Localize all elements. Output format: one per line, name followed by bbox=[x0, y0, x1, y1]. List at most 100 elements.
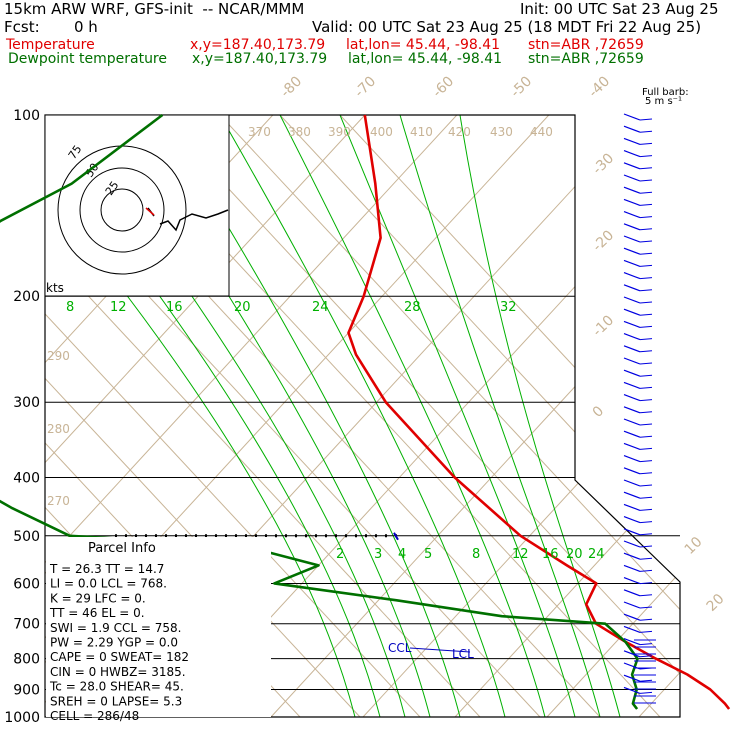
wind-barb-shaft bbox=[639, 484, 653, 487]
theta-label: 380 bbox=[288, 125, 311, 139]
wind-barb-flag bbox=[623, 308, 641, 316]
wind-barb-flag bbox=[623, 381, 641, 389]
model-title: 15km ARW WRF, GFS-init -- NCAR/MMM bbox=[4, 0, 305, 18]
dewpoint-xy: x,y=187.40,173.79 bbox=[192, 51, 328, 67]
isotherm-line bbox=[731, 115, 740, 717]
wind-barb-shaft bbox=[639, 582, 653, 585]
wind-barb-flag bbox=[623, 320, 641, 328]
hodograph-units: kts bbox=[46, 281, 64, 295]
mixing-ratio-line bbox=[159, 115, 461, 717]
mixing-ratio-label: 24 bbox=[588, 547, 605, 562]
isotherm-line bbox=[546, 115, 680, 717]
wind-barb-flag bbox=[623, 125, 641, 133]
wind-barb-shaft bbox=[639, 167, 653, 170]
wind-barb-flag bbox=[623, 455, 641, 463]
wind-barb-shaft bbox=[639, 203, 653, 206]
wind-barb-shaft bbox=[639, 679, 653, 682]
wind-barb-shaft bbox=[639, 374, 653, 377]
wind-barb-shaft bbox=[639, 643, 653, 646]
dry-adiabat-line bbox=[159, 115, 680, 717]
parcel-info-row: Tc = 28.0 SHEAR= 45. bbox=[49, 680, 184, 694]
wind-barb-flag bbox=[623, 613, 641, 621]
mixing-ratio-line bbox=[459, 115, 621, 717]
wind-barb-shaft bbox=[639, 569, 653, 572]
wind-barb-flag bbox=[623, 296, 641, 304]
parcel-info-row: CIN = 0 HWBZ= 3185. bbox=[50, 665, 186, 679]
wind-barb-shaft bbox=[639, 338, 653, 341]
wind-barb-flag bbox=[623, 589, 641, 597]
wind-barb-shaft bbox=[639, 155, 653, 158]
parcel-info-row: LI = 0.0 LCL = 768. bbox=[50, 577, 167, 591]
parcel-info-row: CAPE = 0 SWEAT= 182 bbox=[50, 650, 189, 664]
wind-barb-shaft bbox=[639, 216, 653, 219]
pressure-tick-label: 200 bbox=[13, 289, 40, 305]
mixing-ratio-label: 32 bbox=[500, 300, 517, 315]
dewpoint-legend-label: Dewpoint temperature bbox=[8, 51, 167, 67]
hodograph-start bbox=[145, 207, 155, 216]
wind-barb-flag bbox=[623, 686, 641, 694]
wind-barb-flag bbox=[623, 162, 641, 170]
mixing-ratio-label: 2 bbox=[336, 547, 344, 562]
isotherm-label: -40 bbox=[586, 73, 614, 100]
theta-label: 410 bbox=[410, 125, 433, 139]
wind-barb-flag bbox=[623, 150, 641, 158]
wind-barb-flag bbox=[623, 552, 641, 560]
barb-legend-line1: Full barb: bbox=[642, 87, 689, 98]
hodograph-ring bbox=[100, 188, 144, 232]
pressure-tick-label: 900 bbox=[13, 682, 40, 698]
wind-barb-shaft bbox=[639, 594, 653, 597]
wind-barb-shaft bbox=[639, 130, 653, 133]
theta-label: 430 bbox=[490, 125, 513, 139]
wind-barb-shaft bbox=[639, 228, 653, 231]
wind-barb-flag bbox=[623, 442, 641, 450]
mixing-ratio-line bbox=[399, 115, 601, 717]
parcel-info-row: TT = 46 EL = 0. bbox=[49, 606, 145, 620]
dewpoint-latlon: lat,lon= 45.44, -98.41 bbox=[348, 51, 503, 67]
isotherm-label: 20 bbox=[704, 591, 728, 615]
isotherm-line bbox=[454, 115, 680, 717]
parcel-info-row: PW = 2.29 YGP = 0.0 bbox=[50, 636, 178, 650]
parcel-info-row: K = 29 LFC = 0. bbox=[50, 591, 146, 605]
wind-barb-flag bbox=[623, 625, 641, 633]
mixing-ratio-label: 24 bbox=[312, 300, 329, 315]
wind-barb-flag bbox=[623, 247, 641, 255]
mixing-ratio-line bbox=[279, 115, 546, 717]
wind-barb-flag bbox=[623, 284, 641, 292]
isotherm-label: -30 bbox=[590, 150, 618, 177]
mixing-ratio-label: 12 bbox=[512, 547, 529, 562]
pressure-tick-label: 800 bbox=[13, 652, 40, 668]
wind-barb-flag bbox=[623, 211, 641, 219]
wind-barb-flag bbox=[623, 577, 641, 585]
isotherm-line bbox=[45, 115, 366, 717]
temperature-profile bbox=[347, 114, 731, 710]
mixing-ratio-label: 16 bbox=[542, 547, 559, 562]
wind-barb-flag bbox=[623, 674, 641, 682]
theta-label: 280 bbox=[47, 422, 70, 436]
pressure-tick-label: 300 bbox=[13, 395, 40, 411]
wind-barb-flag bbox=[623, 564, 641, 572]
wind-barb-shaft bbox=[639, 399, 653, 402]
pressure-tick-label: 1000 bbox=[4, 710, 40, 726]
isotherm-label: -50 bbox=[508, 73, 536, 100]
lcl-label: LCL bbox=[452, 647, 474, 661]
wind-barb-shaft bbox=[639, 362, 653, 365]
wind-barb-shaft bbox=[639, 447, 653, 450]
wind-barb-shaft bbox=[639, 350, 653, 353]
plot-frame bbox=[44, 114, 681, 718]
wind-barb-flag bbox=[623, 650, 641, 658]
wind-barb-shaft bbox=[639, 618, 653, 621]
wind-barb-shaft bbox=[639, 508, 653, 511]
wind-barb-shaft bbox=[639, 655, 653, 658]
isotherm-line bbox=[362, 115, 680, 717]
wind-barb-flag bbox=[623, 235, 641, 243]
wind-barb-flag bbox=[623, 479, 641, 487]
wind-barb-shaft bbox=[639, 411, 653, 414]
wind-barb-flag bbox=[623, 186, 641, 194]
mixing-ratio-label: 20 bbox=[566, 547, 583, 562]
wind-barb-shaft bbox=[639, 179, 653, 182]
wind-barb-column bbox=[623, 113, 656, 704]
theta-label: 270 bbox=[47, 494, 70, 508]
wind-barb-flag bbox=[623, 369, 641, 377]
mixing-ratio-label: 3 bbox=[374, 547, 382, 562]
